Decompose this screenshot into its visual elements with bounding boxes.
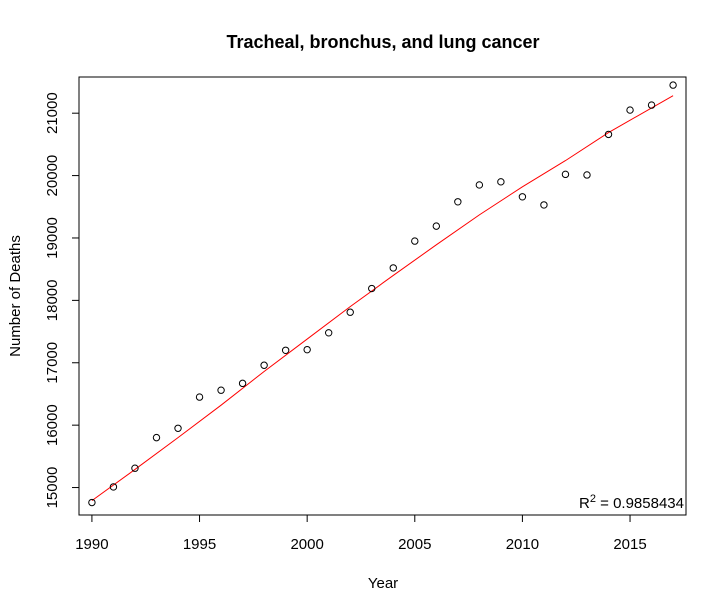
fit-line-series — [91, 95, 674, 502]
data-point — [260, 361, 268, 369]
x-tick-label: 1990 — [75, 536, 108, 553]
y-tick-label: 16000 — [44, 404, 61, 446]
data-point — [174, 424, 182, 432]
data-point — [131, 464, 139, 472]
data-point — [604, 130, 613, 139]
x-tick-label: 2015 — [613, 536, 646, 553]
chart-title: Tracheal, bronchus, and lung cancer — [226, 32, 539, 52]
plot-frame — [78, 76, 687, 516]
r-squared-annotation: R2 = 0.9858434 — [579, 493, 684, 512]
fit-line — [91, 95, 674, 502]
data-point — [389, 264, 397, 272]
y-tick-label: 21000 — [44, 92, 61, 134]
data-point — [303, 345, 311, 354]
data-point — [411, 237, 419, 245]
data-point — [647, 101, 656, 109]
data-point — [324, 329, 333, 337]
data-point — [540, 201, 548, 209]
data-point — [626, 106, 634, 114]
data-point — [152, 433, 161, 442]
y-axis-label: Number of Deaths — [7, 235, 24, 357]
y-tick-label: 15000 — [44, 467, 61, 509]
y-tick-label: 17000 — [44, 342, 61, 384]
y-tick-label: 19000 — [44, 217, 61, 259]
x-tick-label: 2005 — [398, 536, 431, 553]
data-point — [195, 393, 204, 401]
data-point — [88, 498, 96, 507]
r-squared-value: = 0.9858434 — [596, 495, 684, 512]
data-point — [561, 170, 570, 179]
data-point — [454, 198, 462, 206]
data-point — [475, 181, 484, 189]
data-point — [368, 284, 376, 293]
data-point — [518, 193, 527, 201]
data-points-series — [88, 81, 677, 507]
data-point — [217, 386, 225, 394]
data-point — [281, 346, 290, 354]
x-axis: 1990 1995 2000 2005 2010 2015 — [75, 514, 647, 553]
r-squared-superscript: 2 — [590, 493, 596, 505]
x-tick-label: 1995 — [183, 536, 216, 553]
y-axis: 15000 16000 17000 18000 19000 20000 21000 — [44, 92, 80, 509]
data-point — [669, 81, 677, 89]
r-squared-prefix: R — [579, 495, 590, 512]
data-point — [497, 178, 505, 186]
data-point — [583, 171, 591, 179]
y-tick-label: 18000 — [44, 280, 61, 322]
data-point — [432, 222, 441, 230]
x-tick-label: 2000 — [290, 536, 323, 553]
data-point — [109, 483, 118, 491]
data-point — [346, 308, 354, 316]
data-point — [238, 379, 247, 388]
x-tick-label: 2010 — [506, 536, 539, 553]
y-tick-label: 20000 — [44, 155, 61, 197]
x-axis-label: Year — [368, 575, 398, 592]
